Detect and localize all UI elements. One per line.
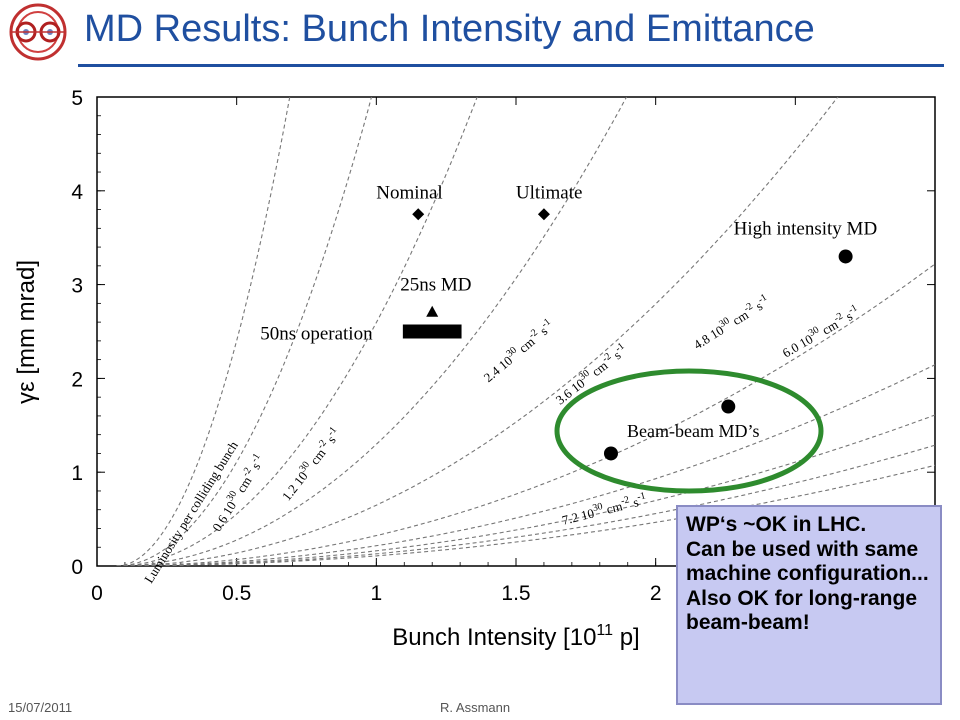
emittance-chart: 00.511.522.53012345 Luminosity per colli… [13,87,941,651]
luminosity-curve [116,97,628,566]
x-tick-label: 0 [91,582,103,605]
data-point-square [447,324,462,339]
x-tick-label: 0.5 [222,582,251,605]
x-tick-label: 2 [650,582,662,605]
luminosity-curve [116,464,935,566]
luminosity-curve [116,97,373,566]
data-point-label: High intensity MD [734,218,878,239]
luminosity-curve-label: 1.2 1030 cm-2 s-1 [277,425,344,504]
data-point-circle [838,249,853,264]
y-tick-label: 4 [71,181,83,204]
luminosity-curve [116,364,935,566]
data-point-square [436,324,451,339]
y-axis-label: γε [mm mrad] [13,260,40,404]
data-point-circle [721,399,736,414]
luminosity-curve-label: 3.6 1030 cm-2 s-1 [551,341,630,408]
luminosity-curve [116,263,935,566]
footer-author: R. Assmann [440,700,511,715]
data-point-diamond [537,208,550,221]
title-divider [78,64,944,67]
y-tick-label: 1 [71,462,83,485]
data-point-label: Nominal [376,182,443,203]
callout-box: WP‘s ~OK in LHC. Can be used with same m… [676,505,942,705]
x-tick-label: 1 [370,582,382,605]
y-tick-label: 3 [71,275,83,298]
y-tick-label: 5 [71,87,83,110]
luminosity-curve [116,97,478,566]
luminosity-curve [116,97,291,566]
lhc-logo-icon [9,3,67,61]
luminosity-curve [116,414,935,566]
x-tick-label: 1.5 [501,582,530,605]
luminosity-curve-label: 6.0 1030 cm-2 s-1 [779,302,863,360]
data-point-square [402,324,417,339]
data-point-triangle [426,305,439,317]
y-tick-label: 2 [71,368,83,391]
luminosity-curve-label: 2.4 1030 cm-2 s-1 [479,316,556,385]
luminosity-curve [116,444,935,566]
data-point-circle [603,446,618,461]
beam-beam-ellipse [554,368,824,494]
luminosity-curve-label: 4.8 1030 cm-2 s-1 [690,292,772,352]
slide-title: MD Results: Bunch Intensity and Emittanc… [84,8,815,50]
luminosity-curve-label: 7.2 1030 cm-2 s-1 [560,490,648,527]
footer-date: 15/07/2011 [8,700,73,715]
y-tick-label: 0 [71,556,83,579]
data-point-diamond [412,208,425,221]
data-point-label: Ultimate [516,182,582,203]
x-axis-label: Bunch Intensity [1011 p] [392,622,639,651]
data-point-label: 50ns operation [260,324,373,345]
data-point-square [425,324,440,339]
data-point-square [414,324,429,339]
data-point-label: 25ns MD [400,275,471,296]
beam-beam-label: Beam-beam MD’s [627,421,759,441]
